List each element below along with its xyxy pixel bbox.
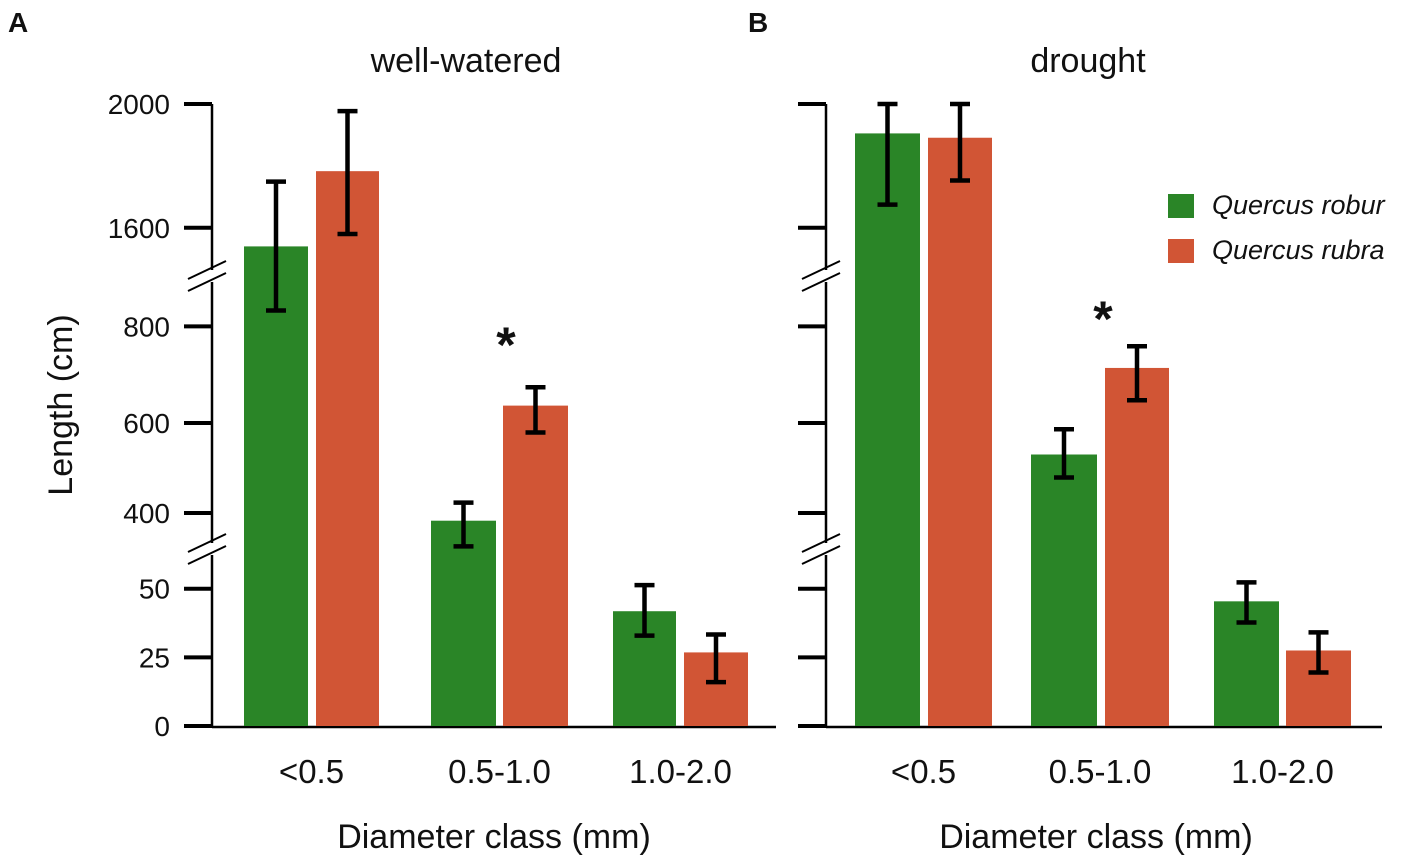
significance-asterisk: * [496,317,516,373]
bar-quercus-rubra [1105,367,1169,726]
x-tick-label: 0.5-1.0 [1049,753,1152,790]
y-tick-label: 800 [123,311,170,342]
panel-title: well-watered [370,42,562,80]
axis-break-mark [187,260,227,280]
axis-break-mark [187,545,227,565]
y-axis-label: Length (cm) [42,314,80,495]
bar-quercus-robur [431,520,496,726]
panel-label: B [748,7,768,38]
axis-break-gap [208,270,216,282]
y-tick-label: 50 [139,574,170,605]
y-tick-label: 600 [123,408,170,439]
legend-swatch [1168,239,1194,263]
x-tick-label: 1.0-2.0 [629,753,732,790]
y-tick-label: 2000 [108,89,170,120]
x-tick-label: <0.5 [891,753,956,790]
x-axis-label: Diameter class (mm) [337,818,651,856]
bar-quercus-robur [244,246,308,726]
panel-title: drought [1030,42,1146,80]
significance-asterisk: * [1093,291,1113,347]
panel-label: A [8,7,28,38]
bar-quercus-robur [855,133,920,727]
axis-break-gap [822,270,830,282]
axis-break-mark [801,545,841,565]
bar-quercus-rubra [316,171,379,726]
bar-quercus-robur [1031,454,1097,726]
bar-quercus-rubra [928,137,992,727]
x-axis-label: Diameter class (mm) [939,818,1253,856]
legend-label: Quercus rubra [1212,235,1385,265]
x-tick-label: <0.5 [279,753,344,790]
axis-break-gap [208,543,216,555]
legend-label: Quercus robur [1212,190,1386,220]
axis-break-mark [187,272,227,292]
x-tick-label: 0.5-1.0 [448,753,551,790]
x-tick-label: 1.0-2.0 [1231,753,1334,790]
y-tick-label: 0 [154,711,170,742]
axis-break-mark [801,272,841,292]
bar-quercus-rubra [503,405,568,726]
y-tick-label: 25 [139,642,170,673]
legend-swatch [1168,194,1194,218]
axis-break-mark [801,533,841,553]
y-tick-label: 1600 [108,213,170,244]
y-tick-label: 400 [123,498,170,529]
axis-break-gap [822,543,830,555]
axis-break-mark [801,260,841,280]
axis-break-mark [187,533,227,553]
legend: Quercus robur Quercus rubra [1168,190,1386,265]
